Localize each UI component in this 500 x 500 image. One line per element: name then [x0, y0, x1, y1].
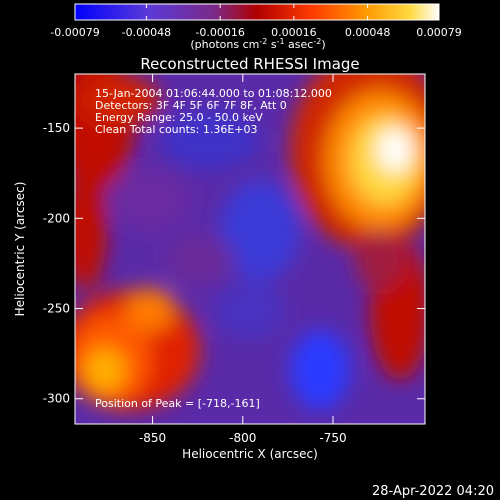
colorbar-tick-label: 0.00048	[345, 26, 391, 39]
y-axis-tick-labels: -150 -200 -250 -300	[43, 121, 70, 406]
colorbar: -0.00079 -0.00048 -0.00016 0.00016 0.00048 0.…	[50, 3, 462, 51]
observation-info: 15-Jan-2004 01:06:44.000 to 01:08:12.000…	[95, 87, 332, 410]
x-tick-label: -850	[139, 431, 166, 445]
x-axis-title: Heliocentric X (arcsec)	[182, 447, 318, 461]
colorbar-units: (photons cm-2 s-1 asec-2)	[190, 37, 325, 51]
image-panel: -850 -800 -750 -150 -200 -250 -300	[43, 73, 426, 445]
y-tick-label: -200	[43, 211, 70, 225]
colorbar-tick-label: -0.00079	[50, 26, 99, 39]
image-frame	[74, 73, 426, 425]
colorbar-ticks	[74, 4, 440, 20]
footer-timestamp: 28-Apr-2022 04:20	[372, 484, 494, 499]
colorbar-tick-label: -0.00048	[122, 26, 171, 39]
colorbar-tick-labels: -0.00079 -0.00048 -0.00016 0.00016 0.00048 0.…	[50, 26, 461, 39]
y-axis-ticks	[75, 127, 425, 400]
colorbar-tick-label: 0.00016	[271, 26, 317, 39]
info-line-time: 15-Jan-2004 01:06:44.000 to 01:08:12.000	[95, 87, 332, 100]
info-line-energy: Energy Range: 25.0 - 50.0 keV	[95, 111, 263, 124]
y-tick-label: -300	[43, 392, 70, 406]
y-axis-title: Heliocentric Y (arcsec)	[13, 182, 27, 317]
colorbar-tick-label: -0.00016	[195, 26, 244, 39]
image-title: Reconstructed RHESSI Image	[140, 55, 359, 73]
x-axis-ticks	[152, 74, 334, 424]
x-axis-tick-labels: -850 -800 -750	[139, 431, 347, 445]
info-line-clean: Clean Total counts: 1.36E+03	[95, 123, 258, 136]
peak-position-label: Position of Peak = [-718,-161]	[95, 397, 260, 410]
info-line-detectors: Detectors: 3F 4F 5F 6F 7F 8F, Att 0	[95, 99, 287, 112]
colorbar-tick-label: 0.00079	[416, 26, 462, 39]
heatmap	[75, 74, 425, 424]
x-tick-label: -800	[229, 431, 256, 445]
y-tick-label: -250	[43, 302, 70, 316]
x-tick-label: -750	[319, 431, 346, 445]
colorbar-gradient	[74, 3, 440, 21]
y-tick-label: -150	[43, 121, 70, 135]
